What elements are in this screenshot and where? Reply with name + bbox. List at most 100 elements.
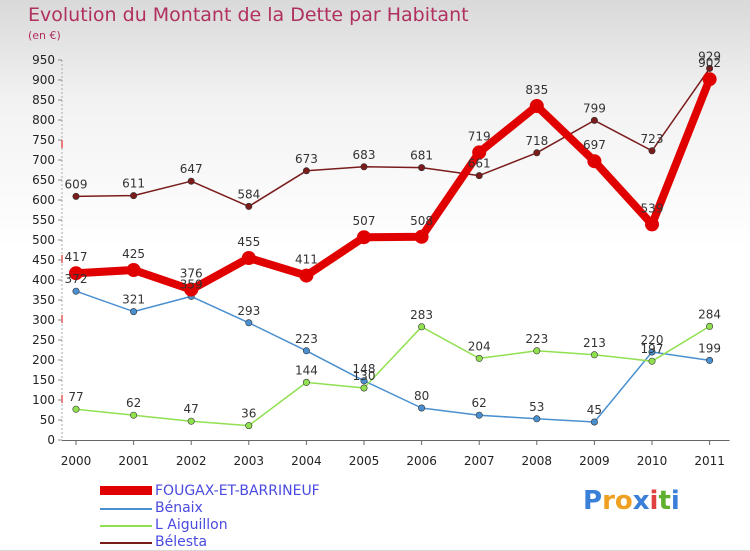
data-label: 584 [237, 187, 260, 201]
data-label: 204 [468, 339, 491, 353]
brand-letter: o [614, 486, 633, 516]
data-label: 199 [698, 341, 721, 355]
data-point [475, 354, 483, 362]
data-label: 376 [180, 267, 203, 281]
series-lines [75, 67, 714, 427]
data-label: 411 [295, 253, 318, 267]
y-tick-label: 0 [47, 433, 55, 447]
data-point [187, 177, 195, 185]
y-tick-label: 100 [32, 393, 55, 407]
y-tick-label: 750 [32, 133, 55, 147]
legend-swatch [100, 525, 152, 527]
x-tick-label: 2009 [579, 454, 610, 468]
data-label: 508 [410, 214, 433, 228]
data-label: 47 [184, 402, 199, 416]
x-tick-label: 2007 [464, 454, 495, 468]
data-point [245, 422, 253, 430]
brand-letter: r [602, 486, 615, 516]
data-label: 197 [641, 342, 664, 356]
data-label: 284 [698, 307, 721, 321]
legend-label: Bélesta [155, 534, 208, 550]
data-point [472, 145, 487, 160]
series-line [75, 325, 710, 427]
data-point [130, 411, 138, 419]
data-label: 902 [698, 56, 721, 70]
data-label: 507 [353, 214, 376, 228]
data-label: 220 [641, 333, 664, 347]
data-point [302, 378, 310, 386]
data-point [590, 418, 598, 426]
data-point [418, 404, 426, 412]
x-tick-label: 2006 [406, 454, 437, 468]
data-label: 929 [698, 49, 721, 63]
series-line [75, 290, 710, 423]
x-tick-label: 2000 [61, 454, 92, 468]
data-label: 45 [587, 403, 602, 417]
data-point [587, 154, 602, 169]
data-point [590, 351, 598, 359]
y-tick-label: 550 [32, 213, 55, 227]
x-tick-label: 2002 [176, 454, 207, 468]
data-point [245, 202, 253, 210]
data-point [706, 322, 714, 330]
data-point [72, 287, 80, 295]
brand-logo: Proxiti [583, 486, 680, 516]
data-point [533, 415, 541, 423]
brand-letter: i [670, 486, 680, 516]
data-point [360, 384, 368, 392]
data-label: 697 [583, 138, 606, 152]
brand-letter: i [649, 486, 659, 516]
y-tick-label: 150 [32, 373, 55, 387]
series-line [75, 77, 714, 294]
y-tick-label: 850 [32, 93, 55, 107]
data-point [645, 217, 659, 232]
series-points [69, 64, 717, 430]
data-point [418, 323, 426, 331]
data-point [360, 377, 368, 385]
series-line [75, 67, 711, 208]
data-label: 425 [122, 247, 145, 261]
y-tick-label: 950 [32, 53, 55, 67]
y-tick-label: 50 [40, 413, 55, 427]
data-label: 835 [525, 83, 548, 97]
data-point [130, 308, 138, 316]
data-point [69, 266, 83, 281]
data-label: 283 [410, 308, 433, 322]
data-point [702, 72, 717, 87]
data-label: 359 [180, 277, 203, 291]
data-point [299, 268, 314, 283]
y-tick-label: 650 [32, 173, 55, 187]
data-label: 213 [583, 336, 606, 350]
data-point [184, 282, 199, 297]
x-tick-label: 2010 [637, 454, 668, 468]
brand-letter: t [658, 486, 671, 516]
y-tick-label: 800 [32, 113, 55, 127]
data-point [529, 99, 544, 113]
data-label: 144 [295, 363, 318, 377]
data-label: 723 [641, 132, 664, 146]
data-point [648, 348, 656, 356]
data-point [126, 263, 141, 277]
data-point [475, 411, 483, 419]
data-point [648, 357, 656, 365]
data-point [706, 356, 714, 364]
data-label: 148 [353, 362, 376, 376]
data-point [72, 405, 80, 413]
data-label: 539 [641, 201, 664, 215]
data-point [475, 172, 483, 180]
y-tick-label: 350 [32, 293, 55, 307]
data-label: 455 [237, 235, 260, 249]
data-label: 80 [414, 389, 429, 403]
data-point [357, 230, 371, 245]
data-label: 609 [65, 177, 88, 191]
data-label: 718 [525, 134, 548, 148]
legend-label: L Aiguillon [155, 517, 228, 533]
legend-swatch [100, 542, 152, 544]
data-point [590, 116, 598, 124]
legend-label: FOUGAX-ET-BARRINEUF [155, 483, 320, 499]
data-point [418, 164, 426, 172]
data-point [533, 149, 541, 157]
data-label: 36 [241, 407, 256, 421]
data-point [533, 347, 541, 355]
x-tick-label: 2008 [522, 454, 553, 468]
